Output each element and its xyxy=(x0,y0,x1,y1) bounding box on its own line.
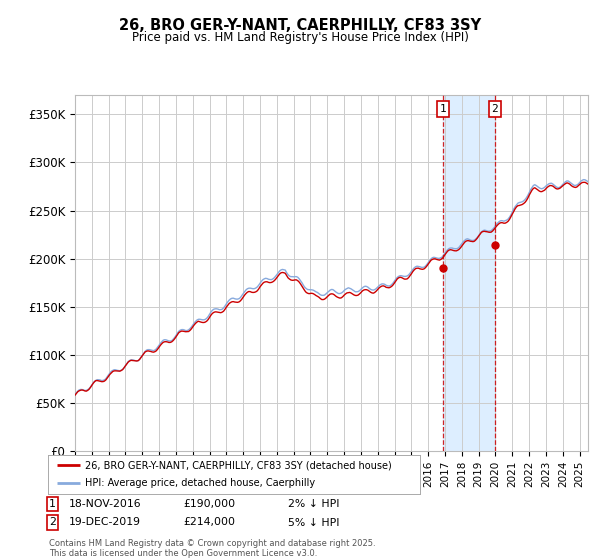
Text: £214,000: £214,000 xyxy=(183,517,235,528)
Bar xyxy=(443,95,495,451)
Text: 5% ↓ HPI: 5% ↓ HPI xyxy=(288,517,340,528)
Text: Price paid vs. HM Land Registry's House Price Index (HPI): Price paid vs. HM Land Registry's House … xyxy=(131,31,469,44)
Text: 1: 1 xyxy=(440,104,446,114)
Text: 1: 1 xyxy=(49,499,56,509)
Text: 19-DEC-2019: 19-DEC-2019 xyxy=(69,517,141,528)
Text: 18-NOV-2016: 18-NOV-2016 xyxy=(69,499,142,509)
Text: £190,000: £190,000 xyxy=(183,499,235,509)
Text: 2: 2 xyxy=(49,517,56,528)
Text: 2: 2 xyxy=(491,104,498,114)
Text: 26, BRO GER-Y-NANT, CAERPHILLY, CF83 3SY: 26, BRO GER-Y-NANT, CAERPHILLY, CF83 3SY xyxy=(119,18,481,33)
Text: Contains HM Land Registry data © Crown copyright and database right 2025.
This d: Contains HM Land Registry data © Crown c… xyxy=(49,539,376,558)
Text: 2% ↓ HPI: 2% ↓ HPI xyxy=(288,499,340,509)
Text: HPI: Average price, detached house, Caerphilly: HPI: Average price, detached house, Caer… xyxy=(85,478,316,488)
Text: 26, BRO GER-Y-NANT, CAERPHILLY, CF83 3SY (detached house): 26, BRO GER-Y-NANT, CAERPHILLY, CF83 3SY… xyxy=(85,460,392,470)
